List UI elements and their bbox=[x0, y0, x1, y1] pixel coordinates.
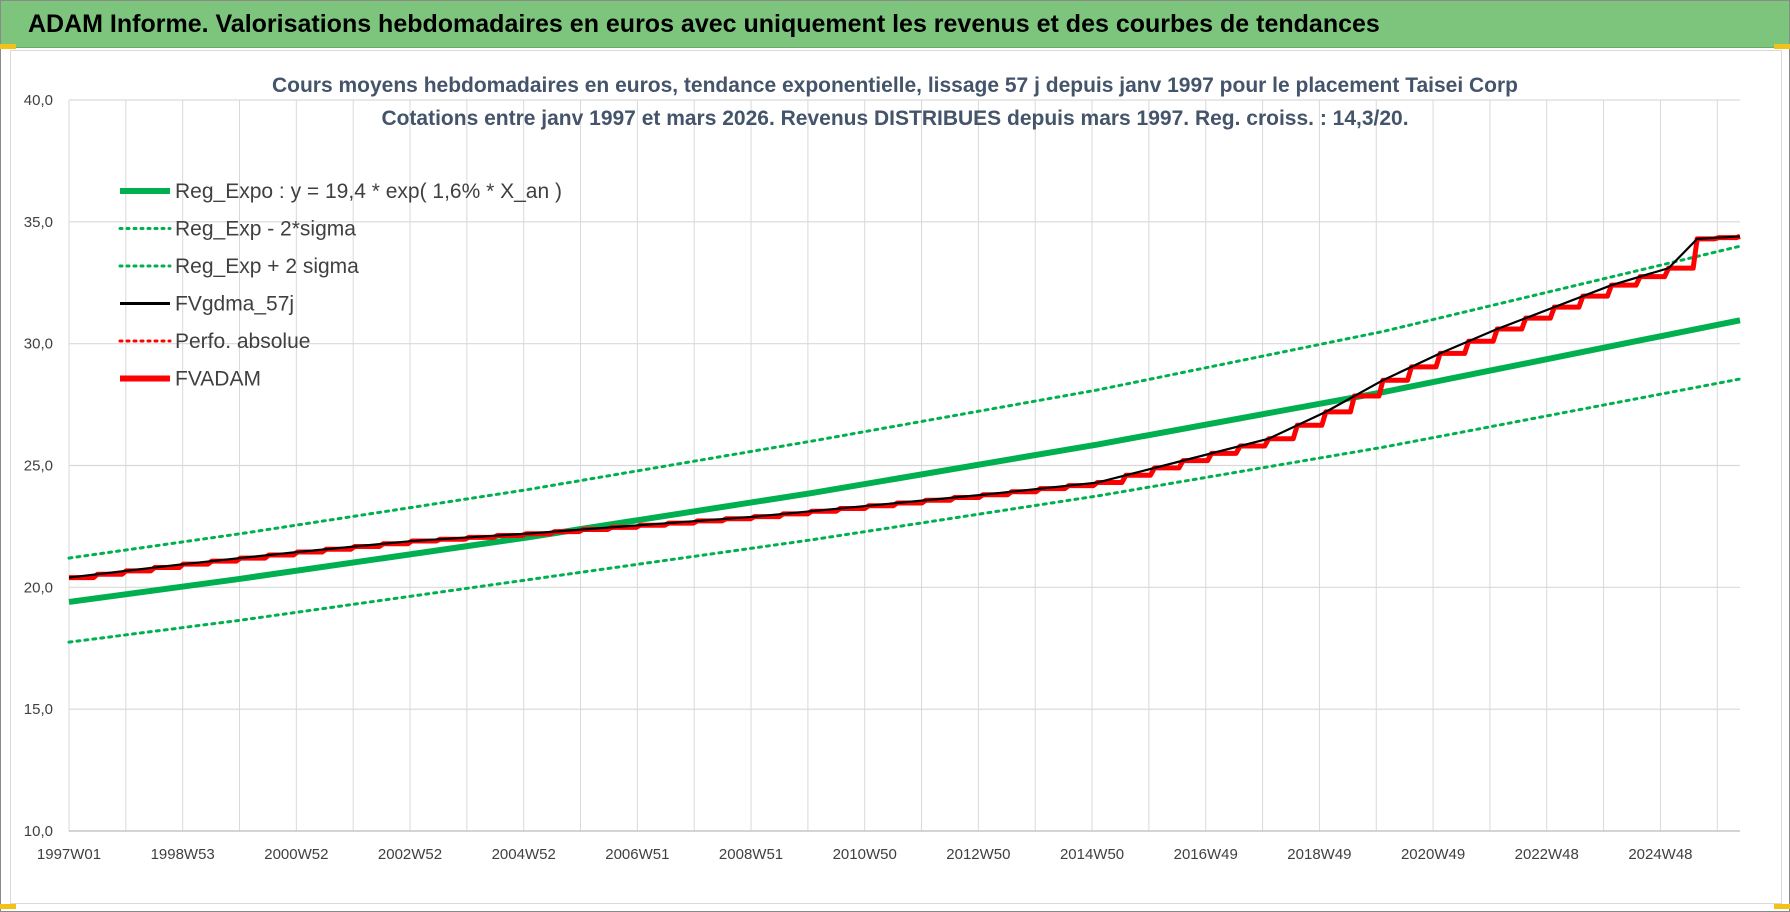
x-tick-label: 2000W52 bbox=[264, 846, 328, 863]
y-tick-label: 40,0 bbox=[24, 92, 53, 109]
grid bbox=[68, 99, 1740, 832]
corner-marker bbox=[1774, 44, 1790, 49]
x-tick-label: 2008W51 bbox=[719, 846, 783, 863]
chart-title: Cours moyens hebdomadaires en euros, ten… bbox=[272, 74, 1518, 97]
x-tick-label: 2016W49 bbox=[1174, 846, 1238, 863]
x-tick-label: 2014W50 bbox=[1060, 846, 1124, 863]
x-tick-label: 2022W48 bbox=[1515, 846, 1579, 863]
legend-label: Reg_Expo : y = 19,4 * exp( 1,6% * X_an ) bbox=[175, 180, 562, 203]
x-tick-label: 1997W01 bbox=[37, 846, 101, 863]
x-tick-label: 2020W49 bbox=[1401, 846, 1465, 863]
legend-label: Reg_Exp - 2*sigma bbox=[175, 218, 356, 241]
x-tick-label: 2018W49 bbox=[1287, 846, 1351, 863]
series-line-0 bbox=[68, 317, 1741, 605]
x-tick-label: 1998W53 bbox=[151, 846, 215, 863]
report-title: ADAM Informe. Valorisations hebdomadaire… bbox=[28, 10, 1380, 38]
chart-subtitle: Cotations entre janv 1997 et mars 2026. … bbox=[381, 107, 1408, 130]
x-tick-label: 2004W52 bbox=[492, 846, 556, 863]
legend: Reg_Expo : y = 19,4 * exp( 1,6% * X_an )… bbox=[118, 180, 562, 391]
series-line-2 bbox=[67, 244, 1742, 560]
y-tick-label: 35,0 bbox=[24, 214, 53, 231]
y-tick-label: 30,0 bbox=[24, 336, 53, 353]
x-tick-label: 2012W50 bbox=[946, 846, 1010, 863]
report-banner: ADAM Informe. Valorisations hebdomadaire… bbox=[1, 1, 1789, 48]
corner-marker bbox=[0, 904, 16, 909]
x-tick-label: 2010W50 bbox=[833, 846, 897, 863]
x-tick-label: 2006W51 bbox=[605, 846, 669, 863]
legend-label: Reg_Exp + 2 sigma bbox=[175, 255, 359, 278]
corner-marker bbox=[1774, 904, 1790, 909]
y-tick-label: 15,0 bbox=[24, 701, 53, 718]
legend-label: Perfo. absolue bbox=[175, 330, 310, 353]
series-line-1 bbox=[67, 377, 1742, 644]
corner-marker bbox=[0, 44, 16, 49]
y-tick-label: 10,0 bbox=[24, 823, 53, 840]
series-lines bbox=[67, 234, 1742, 644]
axis-ticks: 10,0 15,0 20,0 25,0 30,0 35,0 40,0 1997W01 1998W… bbox=[24, 92, 1693, 863]
y-tick-label: 25,0 bbox=[24, 458, 53, 475]
legend-label: FVgdma_57j bbox=[175, 293, 294, 316]
x-tick-label: 2002W52 bbox=[378, 846, 442, 863]
chart-area-border bbox=[10, 50, 1782, 904]
legend-label: FVADAM bbox=[175, 368, 261, 391]
series-line-3 bbox=[68, 235, 1741, 579]
y-tick-label: 20,0 bbox=[24, 579, 53, 596]
x-tick-label: 2024W48 bbox=[1628, 846, 1692, 863]
